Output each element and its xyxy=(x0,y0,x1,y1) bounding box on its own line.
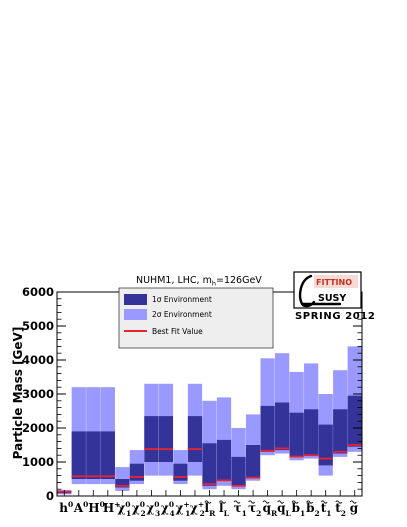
legend: 1σ Environment 2σ Environment Best Fit V… xyxy=(118,287,274,349)
tilde-mark xyxy=(262,500,270,504)
bar-1sigma xyxy=(71,431,86,479)
x-tick-label: g xyxy=(350,501,359,515)
x-tick-label: χ+ 2 xyxy=(190,500,205,518)
bar-1sigma xyxy=(289,412,304,457)
bar-1sigma xyxy=(318,424,333,466)
x-tick-label: χ0 3 xyxy=(146,500,160,518)
chart-title-main: NUHM1, LHC, m xyxy=(136,275,212,286)
x-tick-label: χ+ 1 xyxy=(175,500,190,518)
logo-frame xyxy=(293,271,362,309)
bar-1sigma xyxy=(100,431,115,479)
tilde-mark xyxy=(291,500,299,504)
y-tick-label: 5000 xyxy=(22,319,54,333)
y-tick-label: 1000 xyxy=(22,455,54,469)
bar-1sigma xyxy=(260,405,275,452)
legend-swatch-1s xyxy=(124,294,147,305)
one-sigma-bars xyxy=(57,395,362,494)
x-tick-label: b2 xyxy=(306,501,320,518)
bar-1sigma xyxy=(202,443,217,486)
y-axis: 0 1000 2000 3000 4000 5000 6000 xyxy=(22,285,362,503)
tilde-mark xyxy=(248,500,255,504)
tilde-mark xyxy=(219,500,226,504)
tilde-mark xyxy=(349,500,357,504)
bar-1sigma xyxy=(158,416,174,462)
bar-1sigma xyxy=(275,402,290,451)
bar-1sigma xyxy=(173,463,188,481)
bar-1sigma xyxy=(115,479,130,488)
logo-season: SPRING 2012 xyxy=(295,311,375,322)
y-tick-label: 3000 xyxy=(22,387,54,401)
x-tick-label: τ2 xyxy=(248,501,261,518)
bar-1sigma xyxy=(245,445,261,478)
legend-label-1s: 1σ Environment xyxy=(152,295,212,304)
chart-title: NUHM1, LHC, mh=126GeV xyxy=(136,275,262,288)
bar-1sigma xyxy=(231,456,246,486)
tilde-mark xyxy=(277,500,285,504)
x-tick-label: H0 xyxy=(88,500,105,515)
chart-title-sub: h xyxy=(212,280,216,288)
logo-red-band xyxy=(314,275,358,288)
y-tick-label: 2000 xyxy=(22,421,54,435)
bar-1sigma xyxy=(129,463,144,481)
chart-title-suffix: =126GeV xyxy=(216,275,262,286)
bar-1sigma xyxy=(347,395,362,447)
bar-1sigma xyxy=(86,431,101,479)
bar-1sigma xyxy=(333,409,348,454)
legend-swatch-2s xyxy=(124,309,147,320)
logo-brand: FITTINO xyxy=(316,278,352,287)
y-tick-label: 0 xyxy=(46,489,54,503)
bar-1sigma xyxy=(304,409,319,456)
x-tick-label: lL xyxy=(219,501,230,518)
logo-script-l-icon xyxy=(298,274,342,308)
x-tick-label: χ0 2 xyxy=(132,500,146,518)
logo-susy: SUSY xyxy=(318,293,346,304)
x-tick-label: t1 xyxy=(321,501,332,518)
x-tick-label: lR xyxy=(205,501,217,518)
legend-label-2s: 2σ Environment xyxy=(152,310,212,319)
x-tick-label: b1 xyxy=(292,501,306,518)
x-tick-label: t2 xyxy=(335,501,346,518)
x-tick-label: χ0 1 xyxy=(117,500,131,518)
y-tick-label: 4000 xyxy=(22,353,54,367)
x-tick-label: h0 xyxy=(59,500,73,515)
bar-1sigma xyxy=(187,416,203,462)
x-tick-label: τ1 xyxy=(234,501,247,518)
fittino-logo: FITTINO SUSY SPRING 2012 xyxy=(293,271,375,322)
tilde-mark xyxy=(335,500,343,504)
tilde-mark xyxy=(204,500,212,504)
y-tick-label: 6000 xyxy=(22,285,54,299)
x-tick-label: qR xyxy=(263,501,278,518)
legend-label-bestfit: Best Fit Value xyxy=(152,327,203,336)
tilde-mark xyxy=(233,500,241,504)
y-axis-label: Particle Mass [GeV] xyxy=(11,327,25,460)
x-tick-label: H+ xyxy=(103,500,121,515)
x-tick-label: qL xyxy=(277,501,291,518)
x-tick-label: A0 xyxy=(73,500,89,515)
tilde-mark xyxy=(320,500,328,504)
bar-1sigma xyxy=(144,416,159,462)
best-fit-lines xyxy=(57,444,362,493)
x-axis: h0 A0 H0H+χ0 1 χ0 2 χ0 3 χ0 4 χ+ 1 χ+ 2 lR lL τ1 τ2 qR qL b1… xyxy=(59,490,359,518)
bar-1sigma xyxy=(216,439,232,481)
tilde-mark xyxy=(306,500,314,504)
x-tick-label: χ0 4 xyxy=(161,500,175,518)
